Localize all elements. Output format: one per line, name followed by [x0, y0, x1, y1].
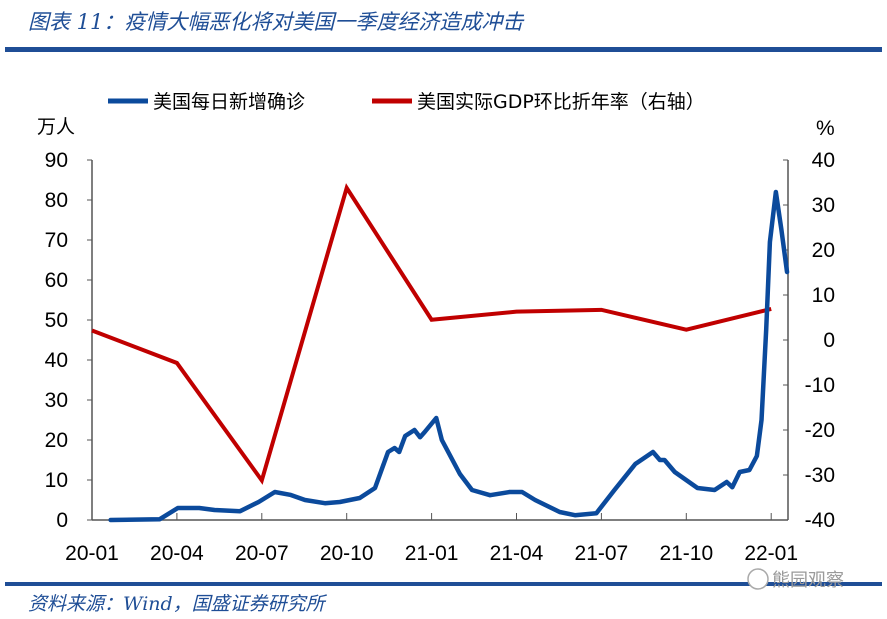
right-tick-label: -10 — [805, 374, 835, 397]
right-tick-label: -20 — [805, 419, 835, 442]
right-tick-label: 40 — [812, 149, 835, 172]
left-tick-label: 0 — [56, 509, 68, 532]
left-tick-label: 30 — [45, 389, 68, 412]
legend-label-cases: 美国每日新增确诊 — [153, 91, 305, 113]
right-tick-label: 0 — [823, 329, 835, 352]
left-tick-label: 20 — [45, 429, 68, 452]
left-tick-label: 50 — [45, 309, 68, 332]
left-tick-label: 70 — [45, 229, 68, 252]
axes: 0 10 20 30 40 50 60 70 80 90 -40 -30 -20 -10 0 10 20 30 40… — [45, 149, 835, 565]
right-tick-label: 10 — [812, 284, 835, 307]
right-axis-unit: % — [816, 117, 835, 140]
wechat-icon — [747, 568, 769, 590]
right-tick-label: 30 — [812, 194, 835, 217]
source-rule — [5, 582, 882, 586]
x-tick-label: 20-04 — [150, 542, 204, 565]
watermark-text: 熊园观察 — [772, 570, 844, 591]
x-tick-label: 21-07 — [575, 542, 629, 565]
right-tick-label: -40 — [805, 509, 835, 532]
chart-title: 图表 11：疫情大幅恶化将对美国一季度经济造成冲击 — [28, 10, 525, 34]
left-tick-label: 90 — [45, 149, 68, 172]
left-tick-label: 10 — [45, 469, 68, 492]
right-tick-label: -30 — [805, 464, 835, 487]
x-tick-label: 21-04 — [490, 542, 544, 565]
left-axis-unit: 万人 — [37, 116, 75, 138]
x-tick-label: 20-10 — [320, 542, 374, 565]
x-tick-label: 20-07 — [235, 542, 289, 565]
legend: 美国每日新增确诊 美国实际GDP环比折年率（右轴） — [108, 91, 705, 113]
source-note: 资料来源：Wind，国盛证券研究所 — [28, 593, 328, 615]
watermark: 熊园观察 — [747, 568, 844, 591]
gdp-line — [91, 183, 772, 485]
left-tick-label: 60 — [45, 269, 68, 292]
left-tick-label: 80 — [45, 189, 68, 212]
x-tick-label: 20-01 — [65, 542, 119, 565]
x-tick-label: 21-10 — [659, 542, 713, 565]
series — [91, 183, 790, 523]
right-tick-label: 20 — [812, 239, 835, 262]
title-rule — [5, 47, 882, 52]
x-tick-label: 21-01 — [405, 542, 459, 565]
cases-line — [108, 189, 790, 523]
x-tick-label: 22-01 — [744, 542, 798, 565]
legend-label-gdp: 美国实际GDP环比折年率（右轴） — [417, 91, 705, 113]
left-tick-label: 40 — [45, 349, 68, 372]
